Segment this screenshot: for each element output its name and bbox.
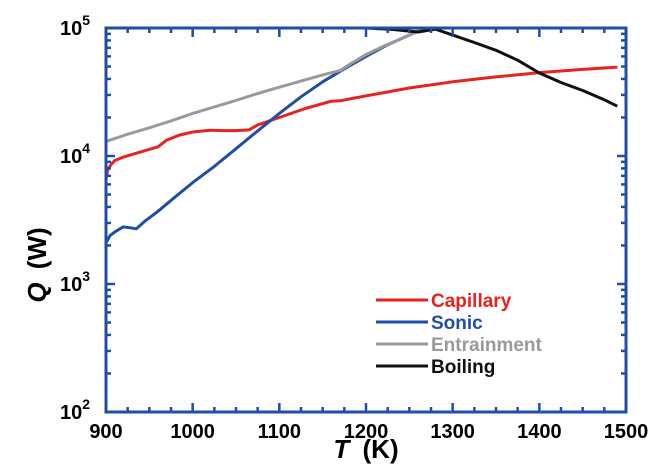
x-tick-label: 1500	[604, 421, 649, 443]
plot-area	[106, 28, 618, 244]
series-line-sonic	[106, 28, 426, 244]
series-line-capillary	[106, 65, 618, 181]
legend-label: Capillary	[431, 291, 512, 312]
y-axis-label: Q (W)	[22, 227, 52, 302]
legend-label: Sonic	[431, 313, 483, 334]
series-line-boiling	[365, 28, 618, 108]
x-tick-label: 1000	[170, 421, 215, 443]
y-tick-label: 105	[60, 12, 90, 40]
y-tick-base: 10	[60, 274, 82, 296]
x-axis-label-var: T	[333, 434, 351, 464]
legend-item-capillary: Capillary	[376, 291, 512, 312]
y-tick-exponent: 2	[82, 396, 90, 412]
x-tick-label: 1100	[258, 421, 301, 443]
y-tick-label: 104	[60, 140, 90, 168]
x-axis-label: T (K)	[333, 434, 398, 464]
y-tick-exponent: 5	[82, 12, 90, 28]
axes	[104, 26, 628, 414]
y-tick-label: 102	[60, 396, 90, 424]
x-tick-label: 900	[89, 421, 122, 443]
x-tick-label: 1300	[430, 421, 475, 443]
y-axis-label-var: Q	[22, 282, 52, 302]
x-tick-label: 1200	[344, 421, 389, 443]
y-tick-label: 103	[60, 268, 90, 296]
y-tick-base: 10	[60, 18, 82, 40]
legend-item-boiling: Boiling	[376, 357, 495, 378]
legend-label: Entrainment	[431, 335, 543, 356]
y-tick-base: 10	[60, 402, 82, 424]
legend-item-sonic: Sonic	[376, 313, 483, 334]
y-tick-exponent: 3	[82, 268, 90, 284]
series-line-entrainment	[106, 28, 424, 143]
x-axis-label-unit: (K)	[363, 434, 399, 464]
y-tick-exponent: 4	[82, 140, 90, 156]
plot-frame	[104, 26, 628, 414]
x-tick-label: 1400	[517, 421, 562, 443]
legend-item-entrainment: Entrainment	[376, 335, 543, 356]
y-tick-base: 10	[60, 146, 82, 168]
y-axis-label-unit: (W)	[22, 227, 52, 269]
ticks	[104, 26, 628, 414]
legend-label: Boiling	[431, 357, 495, 378]
